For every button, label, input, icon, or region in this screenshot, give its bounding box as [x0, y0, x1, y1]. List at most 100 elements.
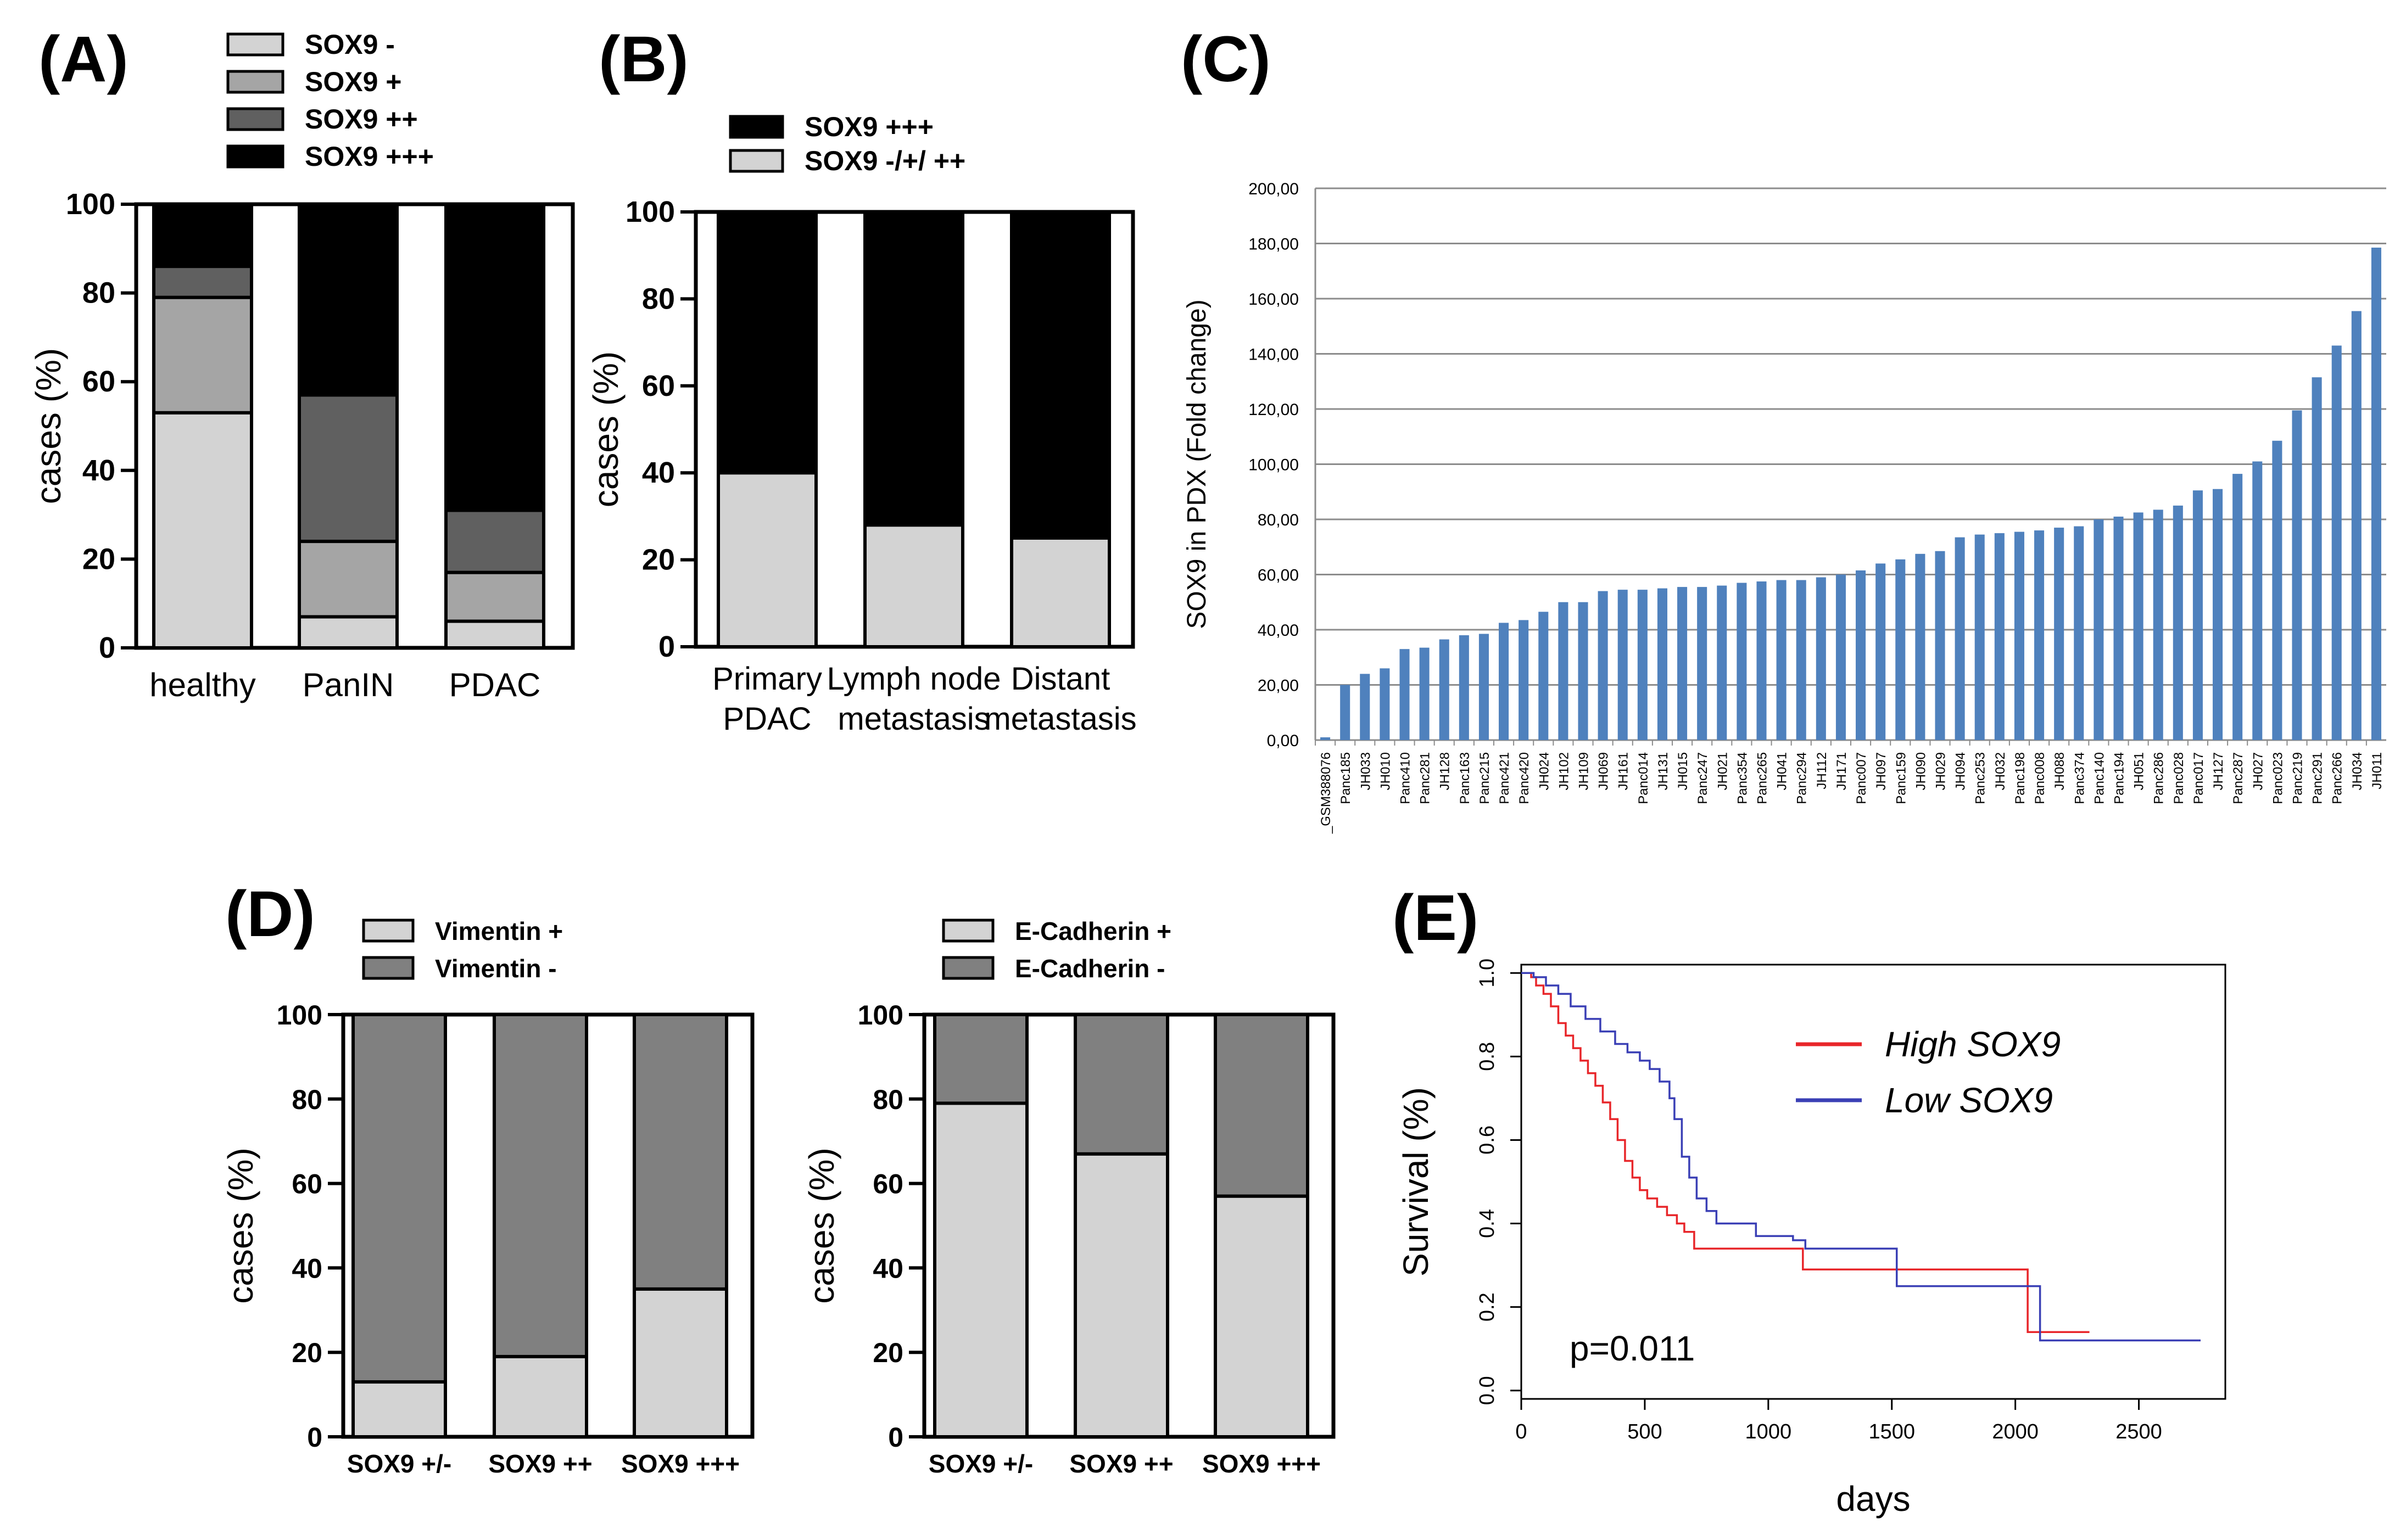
x-category-label: metastasis: [984, 701, 1136, 737]
y-tick-label: 40: [82, 454, 115, 487]
x-category-label: JH109: [1577, 752, 1592, 790]
bar-segment: [444, 570, 545, 623]
bar: [1776, 580, 1787, 740]
bar-segment: [933, 1101, 1029, 1438]
legend-swatch: [226, 107, 284, 131]
x-category-label: Panc008: [2033, 752, 2047, 804]
x-category-label: PanIN: [303, 667, 394, 703]
legend-label: SOX9 -/+/ ++: [805, 145, 965, 176]
bar-segment: [444, 203, 545, 512]
bar-segment: [717, 210, 818, 475]
x-category-label: Panc410: [1398, 752, 1413, 804]
bar-segment: [493, 1354, 588, 1438]
x-category-label: Panc023: [2270, 752, 2285, 804]
bar: [1974, 534, 1985, 740]
bar: [1439, 639, 1449, 740]
bar-segment: [152, 411, 253, 649]
x-category-label: JH094: [1953, 752, 1968, 790]
bar: [2153, 509, 2163, 740]
y-tick-label: 60: [642, 369, 675, 402]
x-category-label: JH128: [1438, 752, 1453, 790]
x-category-label: Panc014: [1636, 752, 1651, 804]
legend-swatch: [226, 144, 284, 169]
legend-label: SOX9 +++: [305, 141, 434, 172]
legend-swatch: [942, 956, 995, 980]
x-category-label: Panc421: [1497, 752, 1512, 804]
bar: [1895, 559, 1906, 740]
bar: [2331, 345, 2342, 740]
y-tick-label: 0.2: [1476, 1292, 1499, 1321]
bar: [1340, 685, 1350, 740]
bar: [2173, 505, 2183, 740]
x-category-label: Panc291: [2310, 752, 2325, 804]
panel-label: (A): [38, 23, 129, 96]
bar: [1578, 602, 1588, 740]
panel-c: 0,00 20,00 40,00 60,00 80,00 100,00 120,00 140,…: [1181, 23, 2386, 834]
plot-frame: [1520, 964, 2226, 1400]
x-category-label: Panc266: [2330, 752, 2345, 804]
bar: [1399, 649, 1410, 740]
bar: [1519, 620, 1529, 740]
x-category-label: Panc354: [1735, 752, 1750, 804]
bar-segment: [1010, 210, 1111, 540]
bar: [2034, 530, 2045, 740]
x-category-label: JH011: [2370, 752, 2385, 789]
bar: [2252, 461, 2263, 740]
bar: [2074, 526, 2084, 740]
bar: [2312, 377, 2322, 740]
y-tick-label: 100: [277, 1000, 322, 1031]
x-category-label: Panc194: [2112, 752, 2127, 804]
bar: [2351, 311, 2362, 740]
x-category-label: healthy: [149, 667, 255, 703]
y-tick-label: 20: [873, 1337, 903, 1368]
y-tick-label: 0.8: [1476, 1042, 1499, 1071]
x-category-label: SOX9 +++: [621, 1449, 740, 1478]
bar-segment: [444, 619, 545, 650]
x-category-label: JH024: [1537, 752, 1551, 790]
bar: [1737, 583, 1747, 740]
x-category-label: Panc374: [2072, 752, 2087, 804]
y-tick-label: 20: [642, 544, 675, 576]
legend-swatch: [362, 919, 415, 943]
x-category-label: JH131: [1656, 752, 1671, 790]
x-tick-label: 0: [1515, 1420, 1527, 1443]
y-tick-label: 60: [292, 1169, 322, 1200]
bar: [2113, 516, 2124, 740]
bar: [1637, 590, 1648, 740]
x-category-label: Lymph node: [827, 661, 1001, 697]
x-category-label: JH097: [1874, 752, 1889, 790]
x-category-label: Panc281: [1418, 752, 1433, 804]
panel-e-survival: 0 500 1000 1500 2000 2500 0.0 0.2 0.4 0.6 0.8 1.0 Hi…: [1392, 882, 2226, 1519]
y-tick-label: 60: [873, 1169, 903, 1200]
survival-curve: [1521, 972, 2201, 1342]
y-tick-label: 60: [82, 365, 115, 398]
x-category-label: JH171: [1834, 752, 1849, 790]
y-tick-label: 140,00: [1248, 346, 1299, 364]
bar: [1915, 553, 1925, 740]
bar-segment: [633, 1287, 728, 1439]
y-tick-label: 0: [888, 1422, 903, 1453]
bar: [1875, 563, 1886, 740]
bar: [1558, 602, 1568, 740]
y-tick-label: 60,00: [1258, 567, 1299, 585]
bar-segment: [152, 203, 253, 268]
x-category-label: JH041: [1775, 752, 1790, 790]
y-tick-label: 100: [858, 1000, 903, 1031]
bar: [1796, 580, 1806, 740]
bar: [2094, 519, 2104, 740]
bar: [2133, 512, 2143, 740]
x-category-label: Panc198: [2013, 752, 2028, 804]
bar-segment: [298, 203, 399, 397]
x-category-label: Panc007: [1854, 752, 1869, 804]
y-tick-label: 40: [642, 456, 675, 489]
y-tick-label: 160,00: [1248, 290, 1299, 309]
bar-segment: [152, 265, 253, 299]
legend-label: SOX9 +++: [805, 111, 934, 142]
x-category-label: Panc253: [1973, 752, 1988, 804]
bar-segment: [933, 1013, 1029, 1105]
bar: [2014, 531, 2024, 740]
bar: [1994, 533, 2005, 740]
bar-segment: [298, 615, 399, 649]
bar: [2371, 248, 2381, 741]
